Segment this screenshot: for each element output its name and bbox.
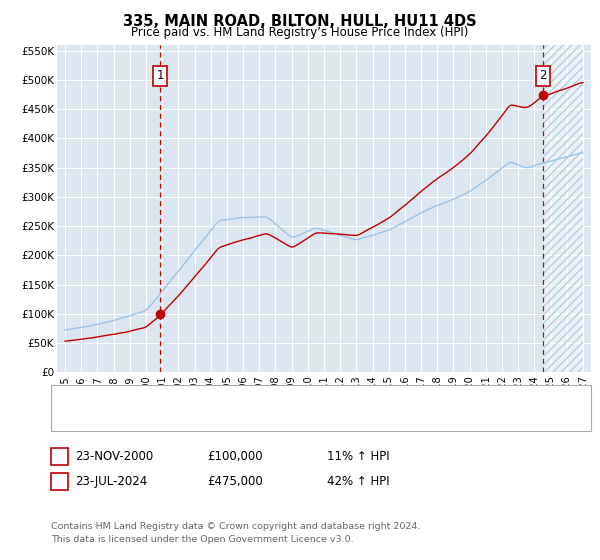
Text: 335, MAIN ROAD, BILTON, HULL, HU11 4DS (detached house): 335, MAIN ROAD, BILTON, HULL, HU11 4DS (…: [88, 395, 423, 405]
Text: 335, MAIN ROAD, BILTON, HULL, HU11 4DS: 335, MAIN ROAD, BILTON, HULL, HU11 4DS: [123, 14, 477, 29]
Text: 23-NOV-2000: 23-NOV-2000: [75, 450, 153, 463]
Text: £475,000: £475,000: [207, 475, 263, 488]
Text: This data is licensed under the Open Government Licence v3.0.: This data is licensed under the Open Gov…: [51, 535, 353, 544]
Text: 2: 2: [539, 69, 547, 82]
Text: HPI: Average price, detached house, East Riding of Yorkshire: HPI: Average price, detached house, East…: [88, 413, 419, 423]
Text: 11% ↑ HPI: 11% ↑ HPI: [327, 450, 389, 463]
Text: 1: 1: [157, 69, 164, 82]
Text: Contains HM Land Registry data © Crown copyright and database right 2024.: Contains HM Land Registry data © Crown c…: [51, 522, 421, 531]
Text: 2: 2: [56, 475, 63, 488]
Text: Price paid vs. HM Land Registry’s House Price Index (HPI): Price paid vs. HM Land Registry’s House …: [131, 26, 469, 39]
Text: 23-JUL-2024: 23-JUL-2024: [75, 475, 147, 488]
Text: 1: 1: [56, 450, 63, 463]
Text: £100,000: £100,000: [207, 450, 263, 463]
Text: 42% ↑ HPI: 42% ↑ HPI: [327, 475, 389, 488]
